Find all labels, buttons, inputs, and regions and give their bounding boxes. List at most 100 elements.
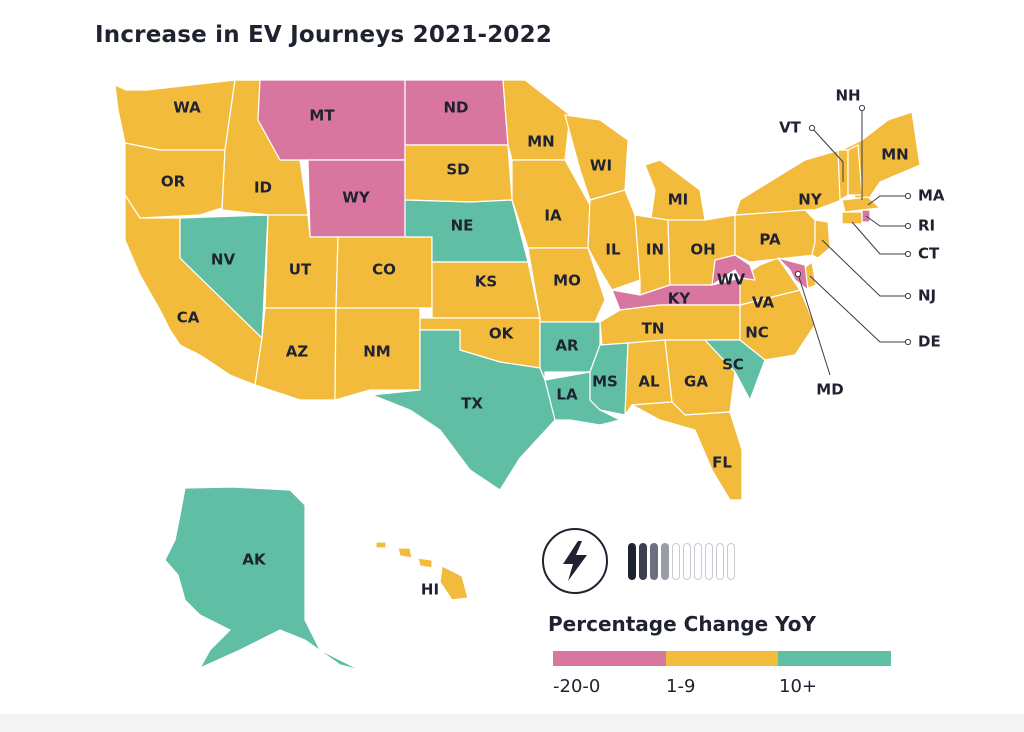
state-label-ak: AK [242,551,267,569]
callout-dot [904,338,912,346]
state-label-hi: HI [421,581,439,599]
lightning-bolt-icon [542,528,608,594]
state-hi [375,541,387,549]
callout-line [865,215,908,227]
state-label-nv: NV [211,251,236,269]
state-label-ks: KS [475,273,497,291]
state-label-sc: SC [722,356,744,374]
state-label-nd: ND [443,99,468,117]
battery-segment [650,543,658,580]
state-label-ok: OK [489,325,515,343]
state-ny [734,149,843,216]
state-ma [841,196,881,213]
state-label-ar: AR [555,337,579,355]
state-label-ms: MS [592,373,618,391]
callout-dot [808,124,816,132]
state-label-mo: MO [553,272,581,290]
battery-segment [683,543,691,580]
callout-dot [858,104,866,112]
callout-line [851,221,908,255]
state-ak [164,486,361,671]
state-label-sd: SD [446,161,469,179]
callout-line [809,275,908,343]
callout-dot [904,222,912,230]
state-label-ri: RI [918,217,935,235]
state-ia [511,159,591,249]
battery-segment [694,543,702,580]
state-label-ne: NE [451,217,474,235]
state-label-nc: NC [745,324,769,342]
state-ct [841,211,863,225]
callout-dot [904,192,912,200]
state-fl [631,401,743,501]
callout-line [797,273,831,376]
state-wv [711,254,756,286]
callout-dot [904,250,912,258]
legend-swatch-mid [665,651,779,666]
state-label-ia: IA [544,207,562,225]
legend-title: Percentage Change YoY [548,612,817,636]
state-label-in: IN [646,241,664,259]
callout-line [821,239,908,297]
state-label-al: AL [638,373,660,391]
battery-level-icon [628,543,735,580]
legend-label-high: 10+ [779,676,817,697]
state-label-mt: MT [309,107,335,125]
state-label-nm: NM [363,343,390,361]
state-label-co: CO [372,261,396,279]
callout-line [811,127,844,182]
state-label-id: ID [254,179,272,197]
state-label-wa: WA [173,99,201,117]
state-label-mi: MI [668,191,689,209]
state-label-wv: WV [717,271,746,289]
footer-strip [0,714,1024,732]
callout-dot [904,292,912,300]
state-label-or: OR [161,173,186,191]
state-label-tx: TX [461,395,483,413]
state-nj [811,219,831,259]
state-label-az: AZ [286,343,309,361]
state-label-ky: KY [668,290,692,308]
state-label-la: LA [556,386,578,404]
callout-line [867,195,908,206]
state-hi [439,565,469,601]
state-sc [704,339,766,401]
battery-segment [716,543,724,580]
state-label-mn: MN [881,146,908,164]
state-label-vt: VT [779,119,802,137]
state-label-ny: NY [798,191,823,209]
map-title: Increase in EV Journeys 2021-2022 [95,22,553,48]
state-nm [334,307,421,401]
state-label-ma: MA [918,187,945,205]
legend-label-neg: -20-0 [553,676,601,697]
state-label-wy: WY [342,189,371,207]
state-label-ut: UT [289,261,312,279]
state-label-nj: NJ [918,287,936,305]
battery-segment [727,543,735,580]
state-va [739,257,801,306]
battery-segment [628,543,636,580]
state-label-oh: OH [690,241,715,259]
state-label-wi: WI [590,157,612,175]
state-hi [417,557,433,569]
battery-segment [705,543,713,580]
state-label-il: IL [605,241,621,259]
legend-swatch-high [778,651,892,666]
state-label-md: MD [816,381,843,399]
battery-segment [672,543,680,580]
callout-dot [794,270,802,278]
state-hi [397,547,413,559]
state-label-ca: CA [177,309,200,327]
legend-color-bar [553,651,892,666]
state-mi [644,159,706,226]
state-label-nh: NH [835,87,860,105]
state-label-tn: TN [642,320,665,338]
battery-segment [661,543,669,580]
state-label-de: DE [918,333,941,351]
state-label-pa: PA [759,231,781,249]
battery-segment [639,543,647,580]
state-label-ct: CT [918,245,940,263]
state-il [587,189,641,291]
state-label-mn: MN [527,133,554,151]
